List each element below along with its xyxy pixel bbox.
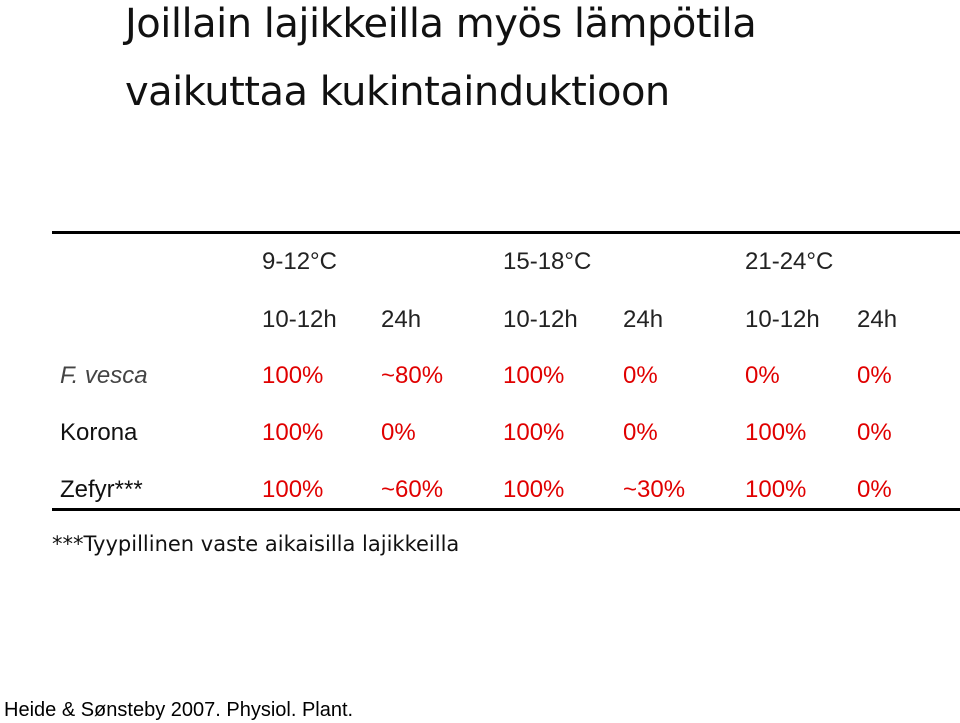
photoperiod-header: 24h [381, 306, 422, 333]
table-cell: 100% [503, 362, 565, 389]
table-cell: 0% [623, 362, 658, 389]
temperature-header: 21-24°C [745, 248, 834, 275]
table-cell: 0% [381, 419, 416, 446]
table-cell: 100% [503, 419, 565, 446]
photoperiod-header: 10-12h [503, 306, 578, 333]
table-cell: ~80% [381, 362, 444, 389]
row-label: F. vesca [60, 362, 148, 389]
table-cell: 100% [262, 419, 324, 446]
table-cell: 100% [745, 476, 807, 503]
table-cell: 0% [857, 419, 892, 446]
table-bottom-rule [52, 508, 960, 511]
table-cell: 100% [503, 476, 565, 503]
title-line: Joillain lajikkeilla myös lämpötila [125, 1, 757, 47]
photoperiod-header: 10-12h [262, 306, 337, 333]
temperature-header: 15-18°C [503, 248, 592, 275]
table-cell: 0% [623, 419, 658, 446]
table-top-rule [52, 231, 960, 234]
row-label: Korona [60, 419, 138, 446]
table-cell: 100% [745, 419, 807, 446]
citation: Heide & Sønsteby 2007. Physiol. Plant. [4, 699, 354, 721]
table-cell: 0% [857, 362, 892, 389]
row-label: Zefyr*** [60, 476, 143, 503]
photoperiod-header: 24h [623, 306, 664, 333]
table-cell: 100% [262, 476, 324, 503]
table-cell: 0% [857, 476, 892, 503]
table-cell: 0% [745, 362, 780, 389]
photoperiod-header: 24h [857, 306, 898, 333]
temperature-header: 9-12°C [262, 248, 337, 275]
table-cell: 100% [262, 362, 324, 389]
photoperiod-header: 10-12h [745, 306, 820, 333]
title-line: vaikuttaa kukintainduktioon [125, 69, 670, 115]
table-cell: ~60% [381, 476, 444, 503]
table-cell: ~30% [623, 476, 686, 503]
footnote: ***Tyypillinen vaste aikaisilla lajikkei… [52, 532, 460, 556]
